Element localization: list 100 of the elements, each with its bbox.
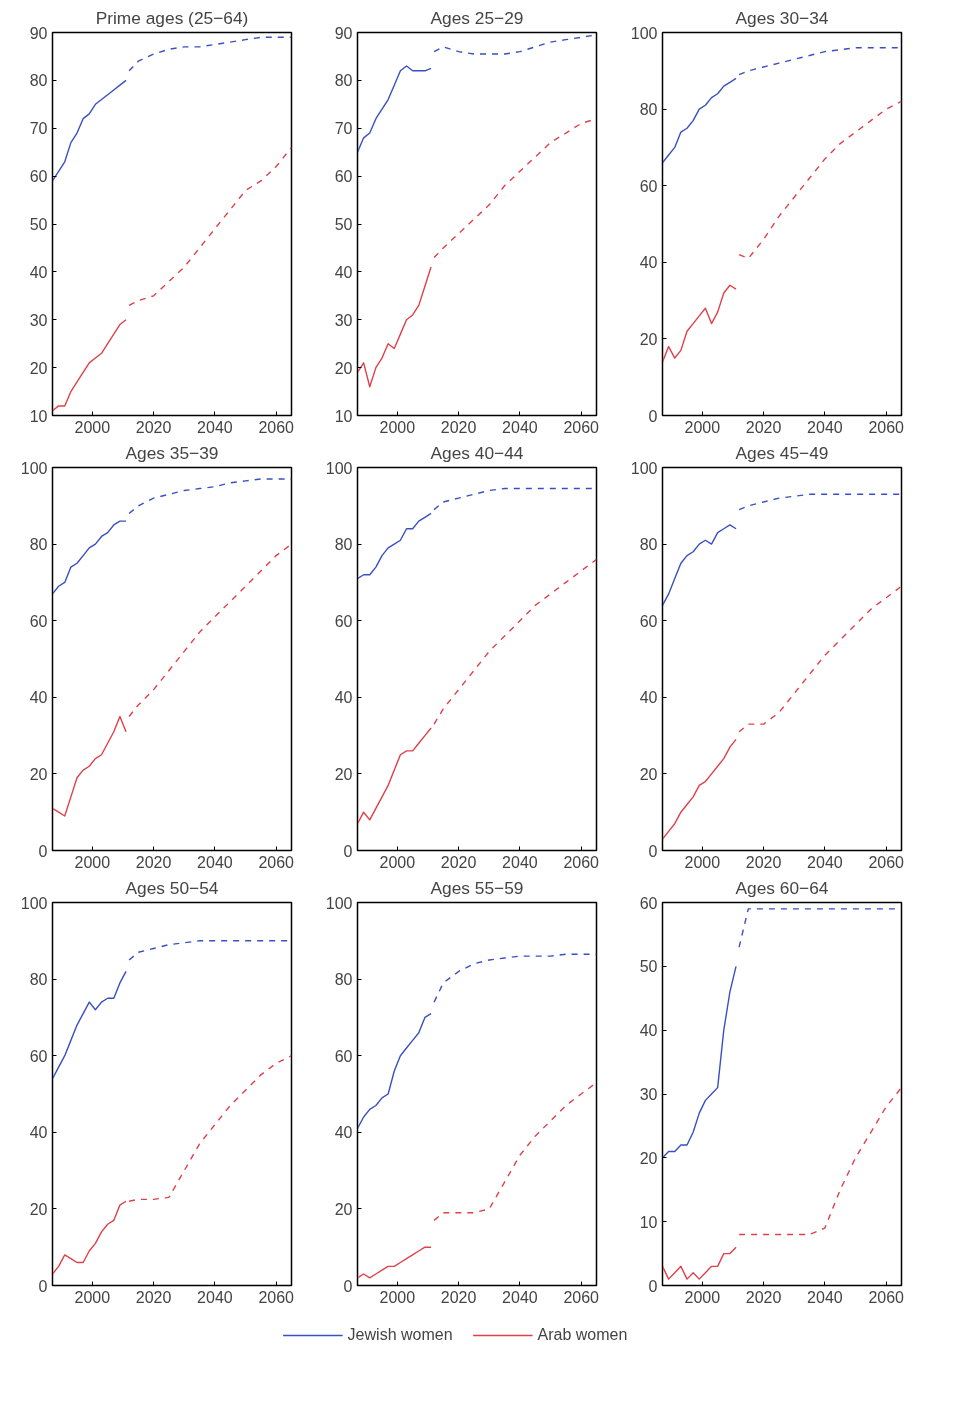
y-tick-label: 90 [29, 24, 48, 42]
chart-title: Ages 45−49 [735, 442, 829, 463]
x-tick-label: 2020 [440, 1288, 477, 1306]
y-tick-label: 60 [29, 168, 48, 186]
y-tick-label: 100 [630, 459, 658, 477]
x-tick-label: 2020 [135, 853, 172, 871]
x-tick-label: 2020 [440, 418, 477, 436]
y-tick-label: 40 [639, 689, 658, 707]
y-tick-label: 90 [334, 24, 353, 42]
line-series [662, 284, 737, 363]
line-series [357, 65, 432, 153]
x-tick-label: 2060 [258, 418, 295, 436]
y-tick-label: 30 [29, 311, 48, 329]
line-series [357, 727, 432, 825]
y-tick-label: 40 [639, 254, 658, 272]
y-tick-label: 20 [29, 1200, 48, 1218]
y-tick-label: 60 [639, 612, 658, 630]
x-tick-label: 2040 [807, 418, 843, 436]
y-tick-label: 40 [334, 689, 353, 707]
x-tick-label: 2000 [379, 853, 416, 871]
y-tick-label: 40 [29, 689, 48, 707]
y-tick-label: 0 [648, 1277, 658, 1295]
y-tick-label: 80 [334, 536, 353, 554]
x-tick-label: 2060 [563, 418, 600, 436]
line-series [52, 1200, 127, 1275]
y-tick-label: 100 [325, 894, 353, 912]
y-tick-label: 100 [630, 24, 658, 42]
y-tick-label: 20 [334, 765, 353, 783]
chart-title: Ages 40−44 [430, 442, 524, 463]
x-tick-label: 2040 [502, 1288, 538, 1306]
y-tick-label: 70 [334, 120, 353, 138]
y-tick-label: 20 [29, 359, 48, 377]
x-tick-label: 2000 [684, 1288, 721, 1306]
x-tick-label: 2060 [868, 418, 905, 436]
x-tick-label: 2000 [379, 1288, 416, 1306]
y-tick-label: 60 [334, 1047, 353, 1065]
chart-title: Ages 50−54 [125, 877, 219, 898]
line-series [128, 146, 292, 307]
x-tick-label: 2020 [745, 1288, 782, 1306]
y-tick-label: 40 [29, 263, 48, 281]
y-tick-label: 60 [639, 177, 658, 195]
line-series [662, 965, 737, 1159]
line-series [128, 543, 292, 718]
y-tick-label: 0 [343, 1277, 353, 1295]
chart-title: Ages 60−64 [735, 877, 829, 898]
line-series [357, 512, 432, 580]
line-series [52, 319, 127, 412]
chart-title: Ages 25−29 [430, 7, 524, 28]
x-tick-label: 2040 [197, 853, 233, 871]
x-tick-label: 2040 [502, 418, 538, 436]
line-series [662, 1246, 737, 1280]
line-series [738, 493, 902, 511]
y-tick-label: 40 [334, 1124, 353, 1142]
y-tick-label: 80 [639, 101, 658, 119]
y-tick-label: 40 [29, 1124, 48, 1142]
y-tick-label: 10 [639, 1213, 658, 1231]
y-tick-label: 40 [639, 1022, 658, 1040]
x-tick-label: 2000 [684, 418, 721, 436]
x-tick-label: 2000 [379, 418, 416, 436]
x-tick-label: 2020 [135, 1288, 172, 1306]
legend-label: Jewish women [347, 1326, 453, 1344]
x-tick-label: 2020 [135, 418, 172, 436]
y-tick-label: 20 [639, 765, 658, 783]
line-series [357, 266, 432, 388]
y-tick-label: 50 [639, 958, 658, 976]
y-tick-label: 80 [29, 536, 48, 554]
chart-title: Ages 35−39 [125, 442, 219, 463]
y-tick-label: 0 [648, 407, 658, 425]
x-tick-label: 2060 [868, 853, 905, 871]
line-series [433, 558, 597, 725]
y-tick-label: 50 [29, 216, 48, 233]
y-tick-label: 0 [343, 842, 353, 860]
y-tick-label: 60 [334, 168, 353, 186]
x-tick-label: 2040 [502, 853, 538, 871]
x-tick-label: 2060 [563, 853, 600, 871]
y-tick-label: 50 [334, 216, 353, 233]
line-series [662, 77, 737, 164]
line-series [128, 1055, 292, 1202]
line-series [52, 970, 127, 1080]
y-tick-label: 10 [29, 407, 48, 425]
x-tick-label: 2000 [74, 418, 111, 436]
y-tick-label: 20 [29, 765, 48, 783]
x-tick-label: 2000 [74, 1288, 111, 1306]
x-tick-label: 2020 [745, 418, 782, 436]
x-tick-label: 2000 [74, 853, 111, 871]
y-tick-label: 60 [29, 612, 48, 630]
y-tick-label: 20 [334, 1200, 353, 1218]
legend-label: Arab women [537, 1326, 628, 1344]
line-series [357, 1246, 432, 1279]
y-tick-label: 20 [639, 1149, 658, 1167]
line-series [662, 738, 737, 840]
chart-title: Ages 55−59 [430, 877, 524, 898]
line-series [662, 524, 737, 607]
y-tick-label: 20 [639, 330, 658, 348]
x-tick-label: 2040 [807, 1288, 843, 1306]
y-tick-label: 60 [29, 1047, 48, 1065]
line-series [738, 585, 902, 733]
y-tick-label: 30 [334, 311, 353, 329]
y-tick-label: 60 [334, 612, 353, 630]
line-series [52, 79, 127, 182]
